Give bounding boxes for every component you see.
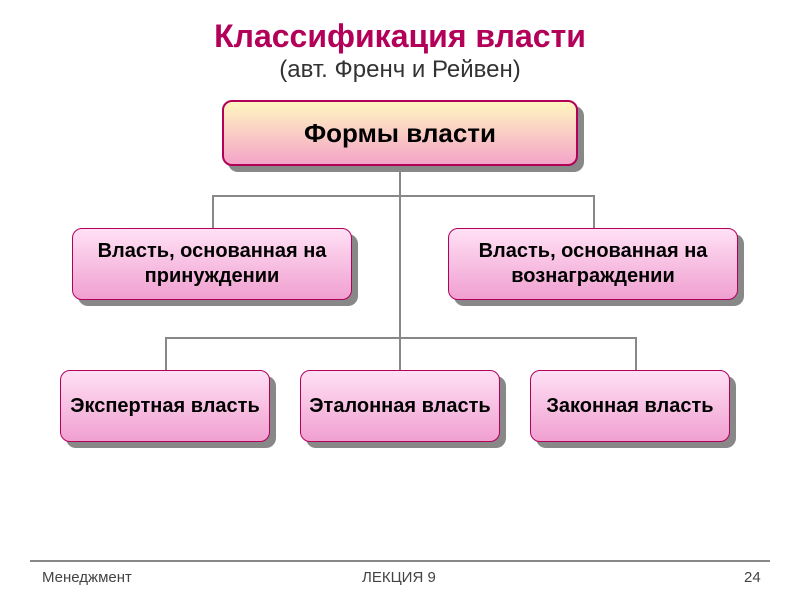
connector (165, 337, 167, 370)
node-legitimate-power: Законная власть (530, 370, 730, 442)
slide-title: Классификация власти (0, 18, 800, 55)
footer-left: Менеджмент (42, 569, 132, 586)
slide-title-text: Классификация власти (214, 18, 586, 54)
node-expert-power: Экспертная власть (60, 370, 270, 442)
footer-center: ЛЕКЦИЯ 9 (362, 569, 436, 586)
node-label: Законная власть (546, 394, 713, 419)
power-classification-diagram: Формы власти Власть, основанная на прину… (0, 100, 800, 500)
node-coercive-power: Власть, основанная на принуждении (72, 228, 352, 300)
connector (399, 337, 401, 370)
footer-center-text: ЛЕКЦИЯ 9 (362, 569, 436, 586)
node-label: Власть, основанная на вознаграждении (457, 239, 729, 289)
node-root: Формы власти (222, 100, 578, 166)
node-label: Эталонная власть (309, 394, 490, 419)
node-referent-power: Эталонная власть (300, 370, 500, 442)
node-reward-power: Власть, основанная на вознаграждении (448, 228, 738, 300)
connector (593, 195, 595, 228)
node-root-label: Формы власти (304, 117, 496, 150)
footer-left-text: Менеджмент (42, 569, 132, 586)
footer-right: 24 (744, 569, 761, 586)
slide-subtitle-text: (авт. Френч и Рейвен) (279, 56, 520, 83)
node-label: Власть, основанная на принуждении (81, 239, 343, 289)
slide-subtitle: (авт. Френч и Рейвен) (0, 56, 800, 84)
node-label: Экспертная власть (70, 394, 260, 419)
connector (635, 337, 637, 370)
footer-divider (30, 560, 770, 562)
connector (212, 195, 593, 197)
connector (212, 195, 214, 228)
connector (399, 197, 401, 337)
footer-right-text: 24 (744, 569, 761, 586)
